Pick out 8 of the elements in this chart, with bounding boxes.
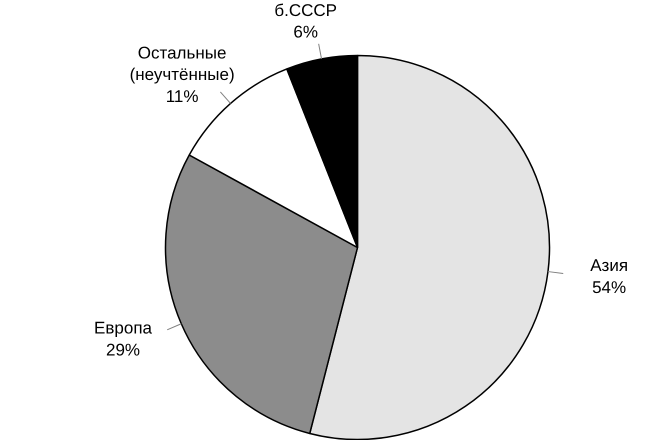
data-label: 29% xyxy=(106,340,140,360)
data-label: 54% xyxy=(592,278,626,297)
slice-label: Европа xyxy=(94,318,153,338)
data-label: 6% xyxy=(293,22,318,42)
slice-label: б.СССР xyxy=(274,0,338,20)
slice-label: Азия xyxy=(590,256,628,275)
data-label: 11% xyxy=(166,87,198,106)
slice-label: Остальные (неучтённые) xyxy=(130,43,235,84)
